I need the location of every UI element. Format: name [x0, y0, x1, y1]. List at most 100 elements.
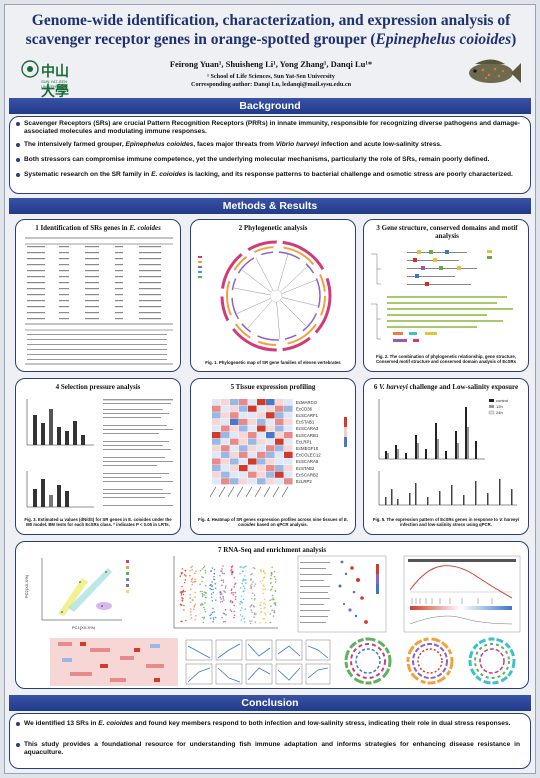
scatter-point: [245, 565, 247, 568]
heatmap-cell: [275, 471, 284, 478]
heatmap-cell: [266, 465, 275, 472]
scatter-point: [190, 611, 192, 613]
scatter-point: [181, 620, 183, 623]
scatter-point: [273, 602, 276, 605]
scatter-point: [194, 596, 196, 598]
heatmap-cell: [257, 399, 266, 406]
heatmap-cell: [266, 399, 275, 406]
panel-6-challenge: 6 V. harveyi challenge and Low-salinity …: [363, 378, 529, 535]
scatter-point: [270, 582, 272, 584]
heatmap-gene-label: EcSTAB1: [296, 420, 315, 425]
heatmap-cell: [221, 399, 230, 406]
scatter-point: [239, 603, 241, 605]
scatter-point: [210, 613, 212, 615]
heatmap-gene-label: EcSTAB2: [296, 466, 315, 471]
scatter-point: [252, 566, 255, 569]
grouper-fish-image: [469, 59, 521, 83]
scatter-point: [204, 569, 207, 572]
scatter-point: [265, 621, 267, 624]
scatter-point: [219, 596, 222, 599]
heatmap-cell: [221, 471, 230, 478]
scatter-point: [253, 612, 256, 614]
scatter-point: [212, 578, 215, 581]
scatter-point: [219, 574, 221, 577]
scatter-point: [263, 607, 266, 609]
scatter-point: [210, 570, 213, 572]
scatter-point: [260, 601, 262, 604]
heatmap-cell: [248, 471, 257, 478]
scatter-point: [212, 607, 214, 610]
heatmap-cell: [248, 399, 257, 406]
scatter-point: [189, 601, 192, 603]
title-line-1: Genome-wide identification, characteriza…: [31, 12, 511, 29]
scatter-point: [190, 578, 193, 581]
scatter-point: [201, 616, 204, 619]
scatter-point: [234, 595, 237, 598]
heatmap-cell: [266, 451, 275, 458]
heatmap-cell: [275, 399, 284, 406]
scatter-point: [203, 616, 206, 618]
heatmap-cell: [284, 425, 293, 432]
expression-trend-plots: [185, 639, 331, 685]
heatmap-cell: [266, 478, 275, 485]
scatter-point: [184, 569, 187, 572]
scatter-point: [194, 591, 197, 594]
scatter-point: [249, 622, 252, 625]
scatter-point: [222, 579, 224, 581]
background-bullet-4: Systematic research on the SR family in …: [16, 171, 520, 179]
heatmap-cell: [212, 418, 221, 425]
scatter-point: [270, 577, 272, 580]
scatter-point: [189, 574, 191, 577]
scatter-point: [233, 616, 235, 619]
scatter-point: [250, 605, 252, 607]
scatter-point: [262, 592, 265, 595]
heatmap-cell: [266, 458, 275, 465]
scatter-point: [180, 604, 183, 606]
scatter-point: [184, 590, 186, 593]
scatter-point: [243, 621, 246, 623]
heatmap-cell: [275, 458, 284, 465]
heatmap-cell: [284, 445, 293, 452]
scatter-point: [194, 603, 197, 606]
background-bullet-2: The intensively farmed grouper, Epinephe…: [16, 141, 520, 149]
pca-plot: PC1(XX.X%) PC2(XX.X%): [24, 558, 129, 630]
heatmap-tissue-label: [245, 486, 253, 497]
heatmap-cell: [284, 471, 293, 478]
scatter-point: [203, 608, 206, 611]
scatter-point: [260, 570, 263, 573]
scatter-point: [243, 566, 246, 568]
scatter-point: [179, 591, 182, 593]
scatter-point: [180, 594, 183, 596]
scatter-point: [221, 572, 224, 574]
scatter-point: [255, 613, 257, 615]
scatter-point: [224, 620, 227, 623]
scatter-point: [264, 603, 267, 606]
heatmap-cell: [284, 432, 293, 439]
panel-7-title: 7 RNA-Seq and enrichment analysis: [217, 546, 327, 554]
heatmap-cell: [257, 438, 266, 445]
conclusion-header: Conclusion: [9, 695, 531, 711]
scatter-point: [274, 581, 277, 583]
fig2-caption: Fig. 2. The combination of phylogenetic …: [376, 354, 516, 365]
scatter-point: [241, 615, 244, 618]
scatter-point: [209, 614, 211, 617]
scatter-point: [253, 599, 256, 601]
scatter-point: [242, 598, 245, 601]
scatter-point: [263, 570, 265, 573]
scatter-point: [221, 600, 224, 603]
heatmap-cell: [248, 438, 257, 445]
heatmap-cell: [275, 432, 284, 439]
scatter-point: [184, 579, 187, 581]
scatter-point: [189, 593, 192, 596]
scatter-point: [233, 614, 236, 617]
heatmap-cell: [284, 418, 293, 425]
panel-6-title: 6 V. harveyi challenge and Low-salinity …: [373, 383, 519, 391]
heatmap-gene-label: EcSCARF1: [296, 413, 319, 418]
scatter-point: [244, 608, 247, 611]
scatter-point: [204, 584, 207, 587]
scatter-point: [219, 601, 222, 603]
scatter-point: [199, 583, 201, 586]
heatmap-tissue-label: [209, 486, 217, 497]
scatter-point: [231, 600, 234, 603]
heatmap-cell: [230, 438, 239, 445]
